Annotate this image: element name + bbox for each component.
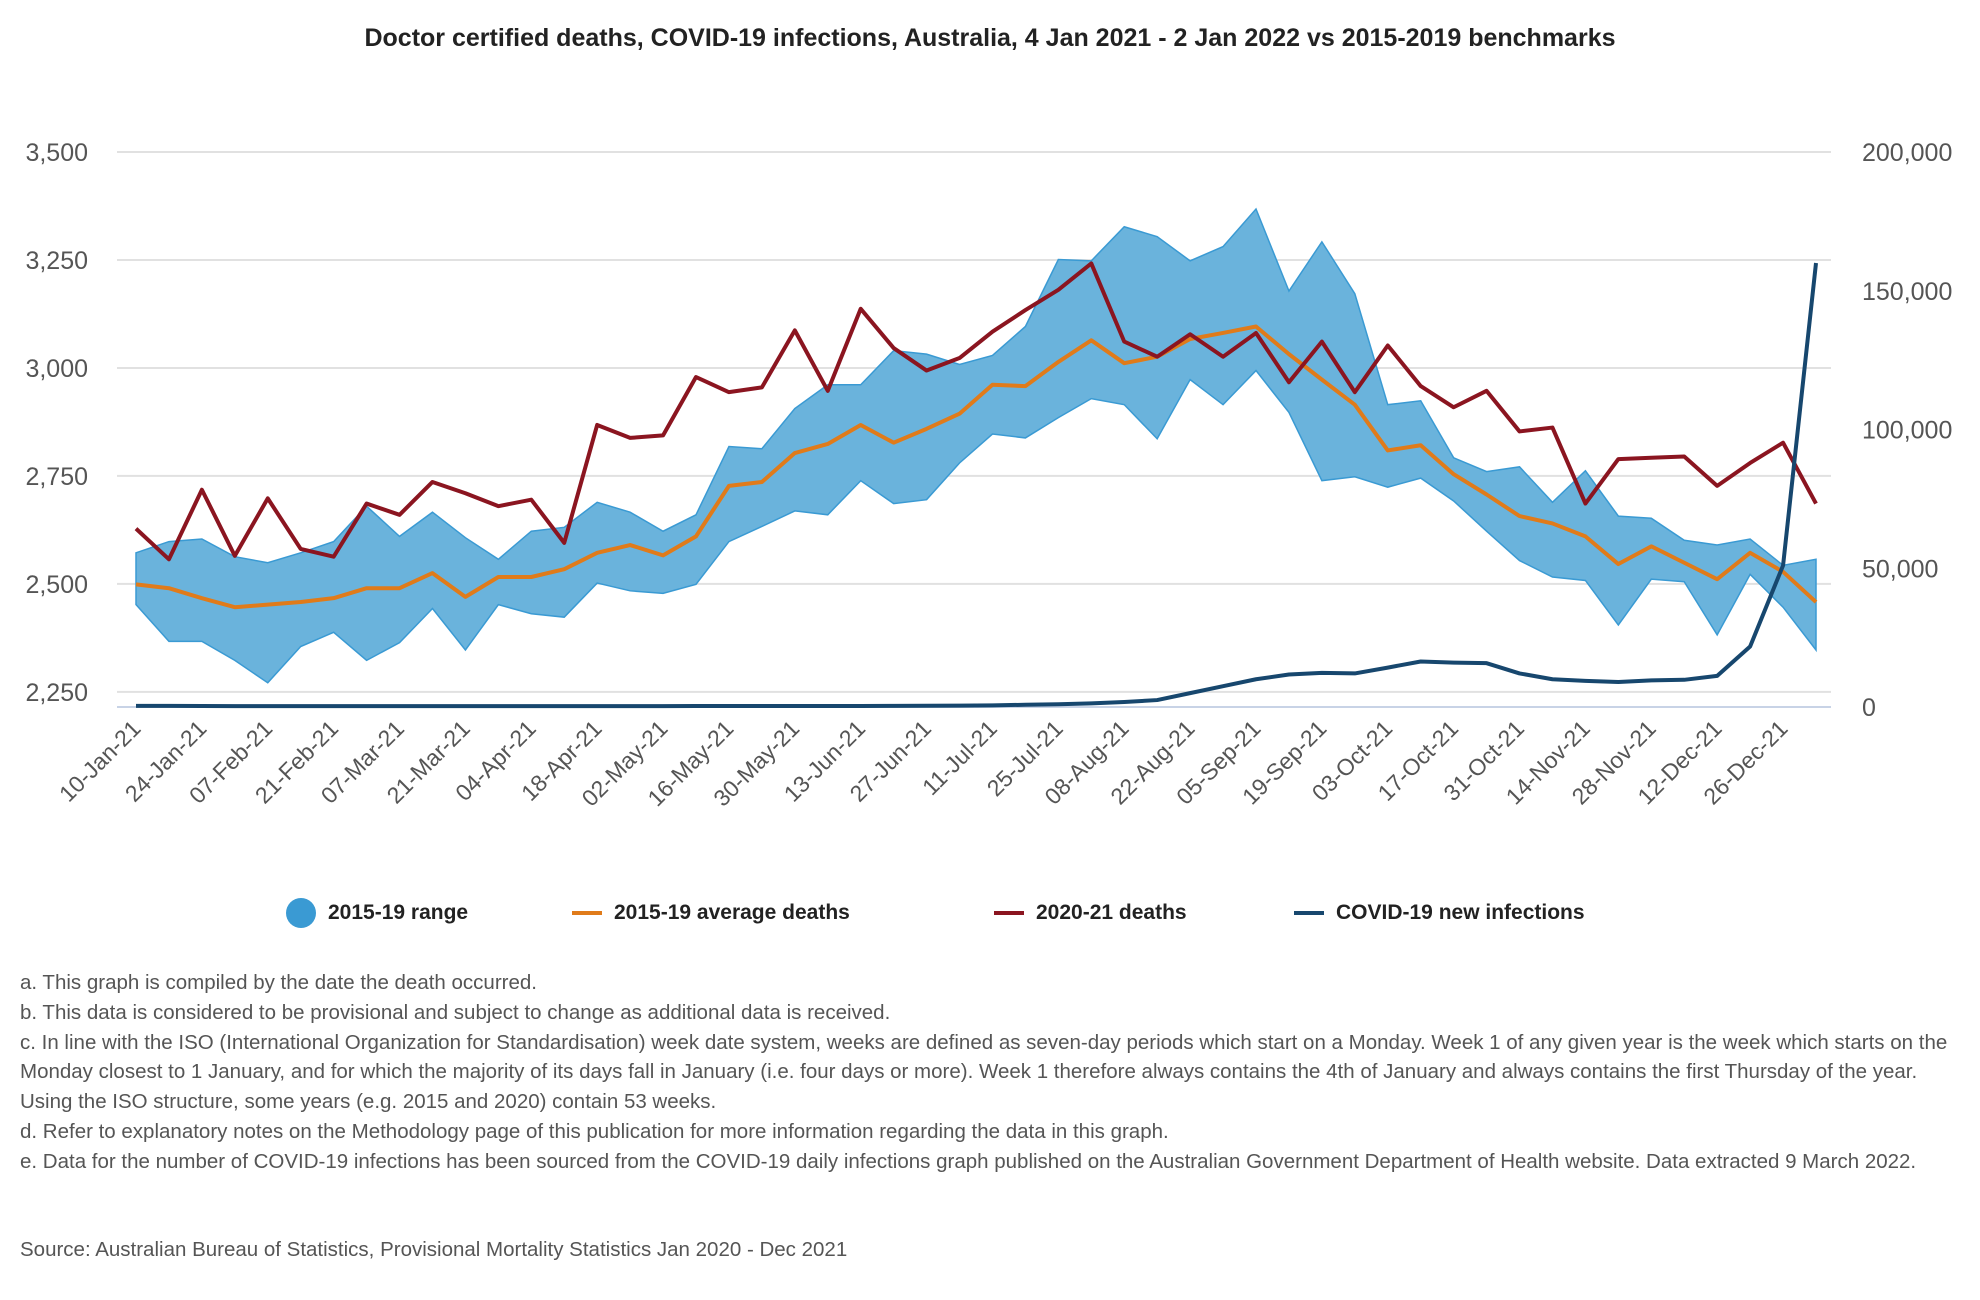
legend-item-deaths[interactable]: 2020-21 deaths	[994, 896, 1187, 930]
footnote-c: c. In line with the ISO (International O…	[20, 1030, 1948, 1114]
average-deaths-line	[135, 324, 1818, 610]
y-tick-label: 3,500	[25, 139, 88, 167]
legend: 2015-19 range 2015-19 average deaths 202…	[0, 896, 1980, 930]
legend-label: 2015-19 average deaths	[614, 901, 850, 924]
chart-title: Doctor certified deaths, COVID-19 infect…	[364, 24, 1616, 52]
legend-covid-line-icon	[1294, 911, 1324, 915]
legend-average-line-icon	[572, 911, 602, 915]
y-tick-label: 3,250	[25, 247, 88, 275]
y2-tick-label: 50,000	[1862, 555, 1938, 583]
y-tick-label: 3,000	[25, 355, 88, 383]
footnotes: a. This graph is compiled by the date th…	[20, 968, 1965, 1177]
legend-label: 2020-21 deaths	[1036, 901, 1187, 924]
legend-item-average[interactable]: 2015-19 average deaths	[572, 896, 850, 930]
range-band	[135, 207, 1817, 684]
y-tick-label: 2,750	[25, 463, 88, 491]
covid-infections-line	[136, 262, 1818, 709]
footnote-a: a. This graph is compiled by the date th…	[20, 971, 537, 994]
footnote-b: b. This data is considered to be provisi…	[20, 1000, 891, 1024]
source-note: Source: Australian Bureau of Statistics,…	[20, 1238, 848, 1261]
legend-label: 2015-19 range	[328, 901, 469, 924]
chart-svg: 2,250 2,500 2,750 3,000 3,250 3,500 0 50,000 100…	[25, 139, 1952, 811]
y2-tick-label: 0	[1862, 694, 1876, 722]
legend-label: COVID-19 new infections	[1336, 901, 1585, 924]
y-tick-label: 2,500	[25, 571, 88, 599]
footnote-d: d. Refer to explanatory notes on the Met…	[20, 1119, 1169, 1143]
legend-deaths-line-icon	[994, 911, 1024, 915]
deaths-2020-21-line	[134, 261, 1818, 562]
footnote-e: e. Data for the number of COVID-19 infec…	[20, 1149, 1917, 1173]
y2-tick-label: 150,000	[1862, 278, 1952, 306]
y2-tick-label: 200,000	[1862, 139, 1952, 167]
legend-range-marker-icon	[286, 898, 316, 928]
legend-item-range[interactable]: 2015-19 range	[286, 896, 468, 930]
y2-tick-label: 100,000	[1862, 417, 1952, 445]
legend-item-covid[interactable]: COVID-19 new infections	[1294, 896, 1585, 930]
y-tick-label: 2,250	[25, 679, 88, 707]
